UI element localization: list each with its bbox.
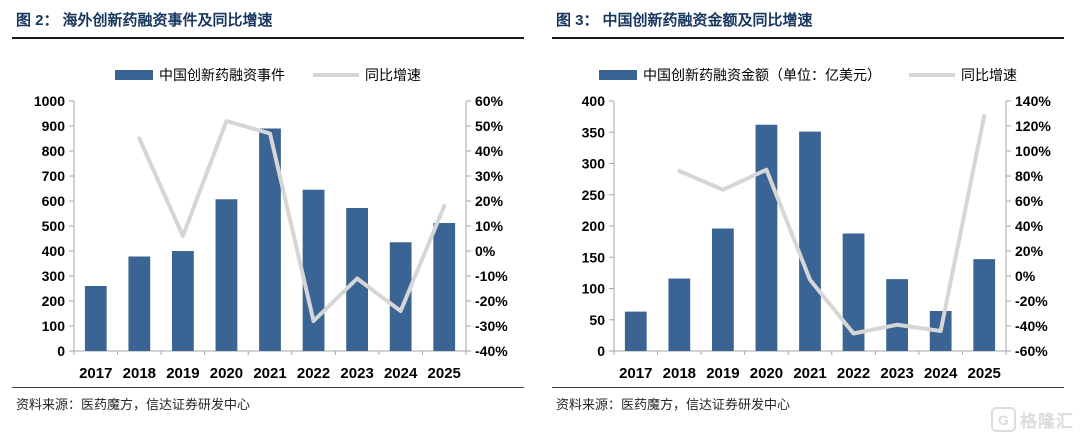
- figure-2-label: 图 2：: [16, 12, 59, 29]
- svg-text:120%: 120%: [1015, 118, 1051, 134]
- svg-text:-40%: -40%: [475, 343, 508, 359]
- svg-text:2024: 2024: [924, 365, 958, 382]
- svg-text:350: 350: [582, 124, 606, 140]
- svg-text:0: 0: [597, 343, 605, 359]
- svg-text:2018: 2018: [663, 365, 696, 382]
- figure-3-title-divider: [552, 37, 1064, 39]
- figure-3-source-divider: [552, 387, 1064, 388]
- report-figures-row: 图 2： 海外创新药融资事件及同比增速 中国创新药融资事件 同比增速 0 100 20…: [0, 0, 1080, 413]
- svg-text:2025: 2025: [428, 365, 461, 382]
- svg-text:300: 300: [42, 268, 66, 284]
- svg-text:100: 100: [42, 318, 66, 334]
- svg-text:20%: 20%: [475, 193, 504, 209]
- svg-text:2019: 2019: [166, 365, 199, 382]
- bar-series-swatch-icon: [115, 70, 153, 80]
- svg-text:60%: 60%: [1015, 193, 1044, 209]
- figure-2-line-series-label: 同比增速: [365, 67, 421, 83]
- svg-text:-10%: -10%: [475, 268, 508, 284]
- svg-text:10%: 10%: [475, 218, 504, 234]
- svg-text:80%: 80%: [1015, 168, 1044, 184]
- svg-text:-30%: -30%: [475, 318, 508, 334]
- svg-text:-40%: -40%: [1015, 318, 1048, 334]
- svg-text:2020: 2020: [210, 365, 243, 382]
- svg-text:2017: 2017: [619, 365, 652, 382]
- svg-text:50: 50: [589, 312, 605, 328]
- figure-2-legend: 中国创新药融资事件 同比增速: [12, 65, 524, 85]
- svg-text:300: 300: [582, 156, 606, 172]
- svg-text:400: 400: [42, 243, 66, 259]
- bar-series-swatch-icon: [599, 70, 637, 80]
- svg-text:-20%: -20%: [1015, 293, 1048, 309]
- svg-text:40%: 40%: [1015, 218, 1044, 234]
- figure-2-title: 海外创新药融资事件及同比增速: [62, 12, 273, 29]
- svg-text:100: 100: [582, 281, 606, 297]
- svg-text:200: 200: [582, 218, 606, 234]
- svg-text:30%: 30%: [475, 168, 504, 184]
- figure-3-bar-series-label: 中国创新药融资金额（单位：亿美元）: [643, 67, 881, 83]
- figure-3-label: 图 3：: [556, 12, 599, 29]
- figure-3-panel: 图 3： 中国创新药融资金额及同比增速 中国创新药融资金额（单位：亿美元） 同比增…: [540, 0, 1080, 413]
- svg-text:50%: 50%: [475, 118, 504, 134]
- svg-text:800: 800: [42, 143, 66, 159]
- figure-3-title: 中国创新药融资金额及同比增速: [602, 12, 813, 29]
- svg-text:40%: 40%: [475, 143, 504, 159]
- figure-2-header: 图 2： 海外创新药融资事件及同比增速: [12, 6, 524, 37]
- svg-text:2019: 2019: [706, 365, 739, 382]
- svg-text:700: 700: [42, 168, 66, 184]
- svg-text:20%: 20%: [1015, 243, 1044, 259]
- svg-text:0%: 0%: [1015, 268, 1036, 284]
- svg-text:600: 600: [42, 193, 66, 209]
- gelonghui-logo-icon: G: [991, 407, 1016, 432]
- svg-text:140%: 140%: [1015, 93, 1051, 109]
- gelonghui-watermark: G 格隆汇: [991, 407, 1074, 432]
- line-series-swatch-icon: [313, 73, 359, 77]
- svg-text:2017: 2017: [79, 365, 112, 382]
- svg-text:60%: 60%: [475, 93, 504, 109]
- figure-3-source: 资料来源：医药魔方，信达证券研发中心: [556, 397, 791, 412]
- svg-text:0%: 0%: [475, 243, 496, 259]
- figure-3-chart: 0 50 100 150 200 250 300 350 400 -60% -40% -20% 0% 20…: [552, 87, 1064, 387]
- svg-text:2021: 2021: [793, 365, 826, 382]
- svg-text:100%: 100%: [1015, 143, 1051, 159]
- figure-2-bar-series-label: 中国创新药融资事件: [159, 67, 285, 83]
- svg-text:400: 400: [582, 93, 606, 109]
- figure-3-legend: 中国创新药融资金额（单位：亿美元） 同比增速: [552, 65, 1064, 85]
- figure-2-source: 资料来源：医药魔方，信达证券研发中心: [16, 397, 251, 412]
- svg-text:250: 250: [582, 187, 606, 203]
- svg-text:-20%: -20%: [475, 293, 508, 309]
- svg-text:200: 200: [42, 293, 66, 309]
- svg-text:2025: 2025: [968, 365, 1001, 382]
- figure-2-chart: 0 100 200 300 400 500 600 700 800 900 1000 -40% -30%…: [12, 87, 524, 387]
- svg-text:2018: 2018: [123, 365, 156, 382]
- svg-text:2023: 2023: [880, 365, 913, 382]
- svg-text:2020: 2020: [750, 365, 783, 382]
- svg-text:1000: 1000: [34, 93, 65, 109]
- svg-text:2024: 2024: [384, 365, 418, 382]
- svg-text:0: 0: [57, 343, 65, 359]
- figure-3-header: 图 3： 中国创新药融资金额及同比增速: [552, 6, 1064, 37]
- figure-2-panel: 图 2： 海外创新药融资事件及同比增速 中国创新药融资事件 同比增速 0 100 20…: [0, 0, 540, 413]
- gelonghui-watermark-text: 格隆汇: [1020, 412, 1074, 431]
- figure-2-source-divider: [12, 387, 524, 388]
- svg-text:-60%: -60%: [1015, 343, 1048, 359]
- svg-text:2022: 2022: [297, 365, 330, 382]
- figure-2-title-divider: [12, 37, 524, 39]
- svg-text:900: 900: [42, 118, 66, 134]
- svg-text:150: 150: [582, 249, 606, 265]
- svg-text:2022: 2022: [837, 365, 870, 382]
- line-series-swatch-icon: [909, 73, 955, 77]
- figure-3-line-series-label: 同比增速: [961, 67, 1017, 83]
- svg-text:2023: 2023: [340, 365, 373, 382]
- svg-text:500: 500: [42, 218, 66, 234]
- svg-text:2021: 2021: [253, 365, 286, 382]
